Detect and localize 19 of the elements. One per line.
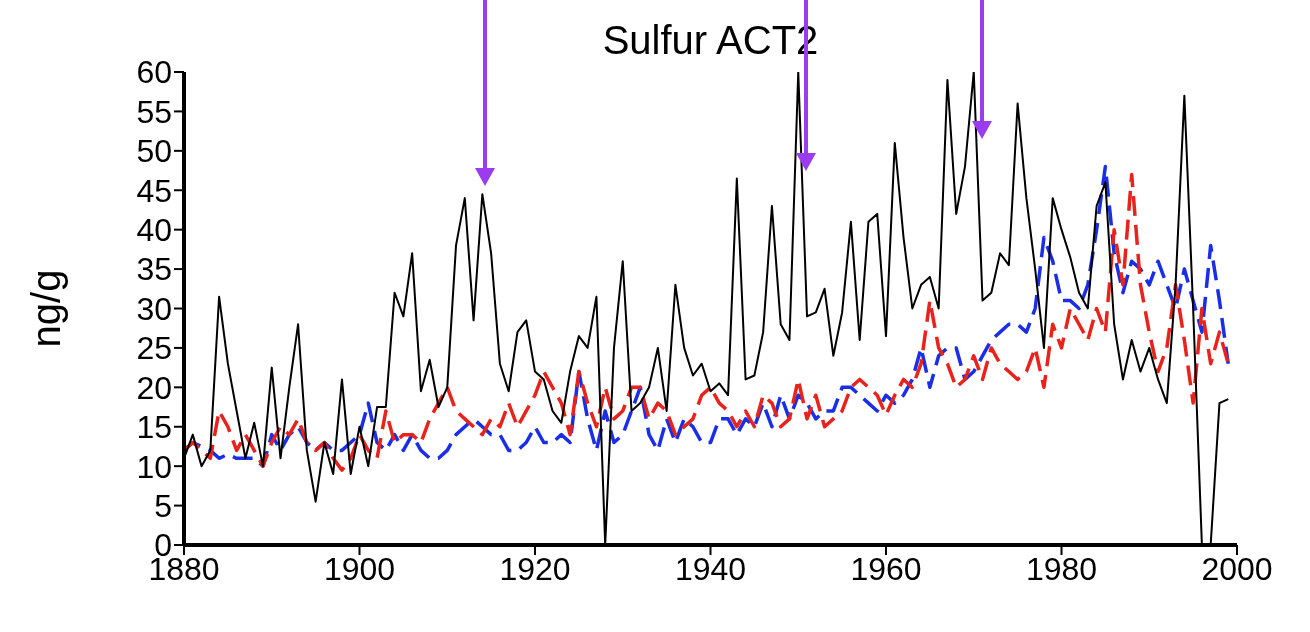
y-tick-label: 50 <box>136 133 172 170</box>
y-tick-label: 15 <box>136 409 172 446</box>
y-tick-label: 40 <box>136 212 172 249</box>
y-tick-label: 60 <box>136 54 172 91</box>
y-tick-label: 10 <box>136 448 172 485</box>
y-tick-label: 55 <box>136 93 172 130</box>
y-tick-label: 30 <box>136 290 172 327</box>
y-tick-label: 20 <box>136 369 172 406</box>
x-tick-label: 1920 <box>499 550 571 587</box>
y-tick-label: 5 <box>154 487 172 524</box>
y-axis-title: ng/g <box>24 269 68 348</box>
y-tick-label: 35 <box>136 251 172 288</box>
x-tick-label: 1960 <box>850 550 922 587</box>
y-tick-label: 25 <box>136 330 172 367</box>
y-tick-label: 45 <box>136 172 172 209</box>
x-tick-label: 1940 <box>674 550 747 587</box>
x-tick-label: 1900 <box>323 550 396 587</box>
x-tick-label: 1980 <box>1025 550 1098 587</box>
x-tick-label: 2000 <box>1201 550 1273 587</box>
